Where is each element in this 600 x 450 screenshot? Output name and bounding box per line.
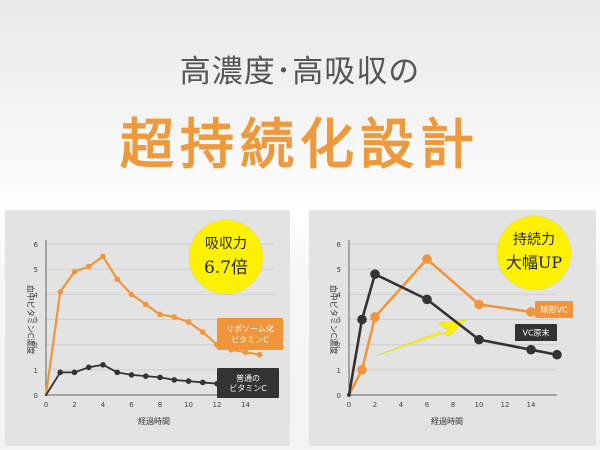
y-tick-label: 1 xyxy=(34,367,38,375)
data-point xyxy=(128,372,135,378)
data-point xyxy=(256,351,263,358)
absorption-badge: 吸収力 6.7倍 xyxy=(189,220,263,294)
y-tick-label: 3 xyxy=(337,317,341,325)
data-point xyxy=(185,319,192,325)
series-label: リポソーム化 xyxy=(226,324,274,334)
badge-label: 持続力 xyxy=(513,232,555,248)
series-label-box xyxy=(217,368,279,398)
data-point xyxy=(526,344,536,355)
y-tick-label: 4 xyxy=(337,291,342,299)
x-tick-label: 2 xyxy=(373,401,377,409)
y-tick-label: 2 xyxy=(34,342,38,350)
y-tick-label: 2 xyxy=(337,342,341,350)
data-point xyxy=(85,263,92,270)
x-tick-label: 8 xyxy=(158,401,162,409)
y-tick-label: 4 xyxy=(34,291,39,299)
series-label: 球形VC xyxy=(540,305,567,315)
data-point xyxy=(142,301,149,308)
y-tick-label: 6 xyxy=(337,241,342,249)
data-point xyxy=(242,349,249,356)
y-tick-label: 5 xyxy=(34,266,38,274)
y-axis-label: 血中ビタミンC濃度 xyxy=(329,285,339,355)
data-point xyxy=(57,289,64,295)
data-point xyxy=(370,269,380,279)
data-point xyxy=(474,334,484,345)
series-label: VC原末 xyxy=(522,328,549,338)
data-point xyxy=(422,254,432,264)
data-point xyxy=(71,369,78,376)
badge-label: 吸収力 xyxy=(205,236,247,252)
x-axis-label: 経過時間 xyxy=(138,416,170,426)
data-point xyxy=(357,365,367,375)
page-title: 超持続化設計 xyxy=(120,112,480,176)
data-point xyxy=(422,294,432,305)
data-point xyxy=(474,299,484,310)
series-label: ビタミンC xyxy=(231,335,269,344)
x-tick-label: 4 xyxy=(399,401,404,409)
data-point xyxy=(85,364,92,371)
x-tick-label: 14 xyxy=(527,401,536,409)
x-tick-label: 12 xyxy=(213,401,222,409)
x-tick-label: 6 xyxy=(425,401,430,409)
series-label: 普通の xyxy=(236,373,260,383)
x-tick-label: 10 xyxy=(475,401,484,409)
y-tick-label: 5 xyxy=(337,266,341,274)
data-point xyxy=(552,349,562,360)
y-tick-label: 0 xyxy=(337,392,341,400)
x-tick-label: 8 xyxy=(451,401,455,409)
x-tick-label: 6 xyxy=(129,401,134,409)
y-tick-label: 3 xyxy=(34,317,38,325)
data-point xyxy=(44,393,48,397)
x-tick-label: 12 xyxy=(501,401,510,409)
series-label-box xyxy=(535,301,573,318)
x-tick-label: 14 xyxy=(241,401,250,409)
y-axis-label: 血中ビタミンC濃度 xyxy=(26,285,36,355)
data-point xyxy=(185,378,192,384)
x-axis-label: 経過時間 xyxy=(431,416,463,426)
data-point xyxy=(142,373,149,379)
data-point xyxy=(157,311,163,318)
data-point xyxy=(114,276,121,283)
page-subtitle: 高濃度･高吸収の xyxy=(179,54,421,90)
data-point xyxy=(57,369,64,376)
data-point xyxy=(114,369,121,376)
y-tick-label: 6 xyxy=(34,241,39,249)
data-point xyxy=(157,374,163,381)
x-tick-label: 2 xyxy=(72,401,76,409)
badge-value: 大幅UP xyxy=(505,253,563,272)
data-point xyxy=(357,314,367,325)
y-tick-label: 0 xyxy=(34,392,38,400)
data-point xyxy=(71,268,78,275)
series-label-box xyxy=(515,324,557,341)
badge-value: 6.7倍 xyxy=(203,258,249,278)
data-point xyxy=(199,329,206,335)
duration-badge: 持続力 大幅UP xyxy=(497,216,571,290)
data-point xyxy=(526,307,536,317)
y-tick-label: 1 xyxy=(337,367,341,375)
x-tick-label: 0 xyxy=(347,401,351,409)
x-tick-label: 4 xyxy=(101,401,106,409)
data-point xyxy=(199,379,206,386)
x-tick-label: 0 xyxy=(44,401,48,409)
data-point xyxy=(347,393,351,397)
x-tick-label: 10 xyxy=(184,401,193,409)
data-point xyxy=(171,314,178,320)
series-label: ビタミンC xyxy=(229,384,267,393)
series-label-box xyxy=(217,318,283,350)
data-point xyxy=(100,253,106,260)
data-point xyxy=(100,362,106,368)
data-point xyxy=(370,312,380,322)
increase-arrow-icon xyxy=(374,319,467,357)
data-point xyxy=(171,377,178,383)
data-point xyxy=(128,291,135,298)
